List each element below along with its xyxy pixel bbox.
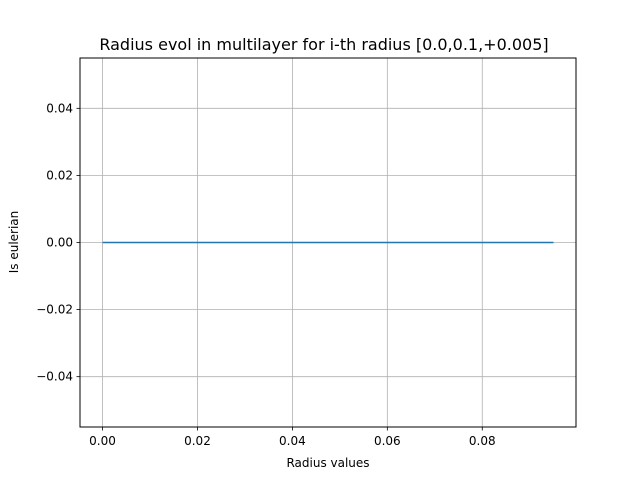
y-axis-label: Is eulerian [7, 211, 21, 274]
y-axis-ticks: −0.04 −0.02 0.00 0.02 0.04 [36, 101, 80, 384]
x-tick-label: 0.06 [374, 434, 401, 448]
y-tick-label: −0.04 [36, 370, 73, 384]
y-tick-label: 0.02 [46, 168, 73, 182]
y-tick-label: −0.02 [36, 303, 73, 317]
x-tick-label: 0.08 [469, 434, 496, 448]
x-tick-label: 0.00 [89, 434, 116, 448]
y-tick-label: 0.00 [46, 236, 73, 250]
x-tick-label: 0.04 [279, 434, 306, 448]
x-axis-label: Radius values [286, 456, 369, 470]
x-axis-ticks: 0.00 0.02 0.04 0.06 0.08 [89, 427, 496, 448]
y-tick-label: 0.04 [46, 101, 73, 115]
chart-title: Radius evol in multilayer for i-th radiu… [99, 35, 548, 54]
x-tick-label: 0.02 [184, 434, 211, 448]
